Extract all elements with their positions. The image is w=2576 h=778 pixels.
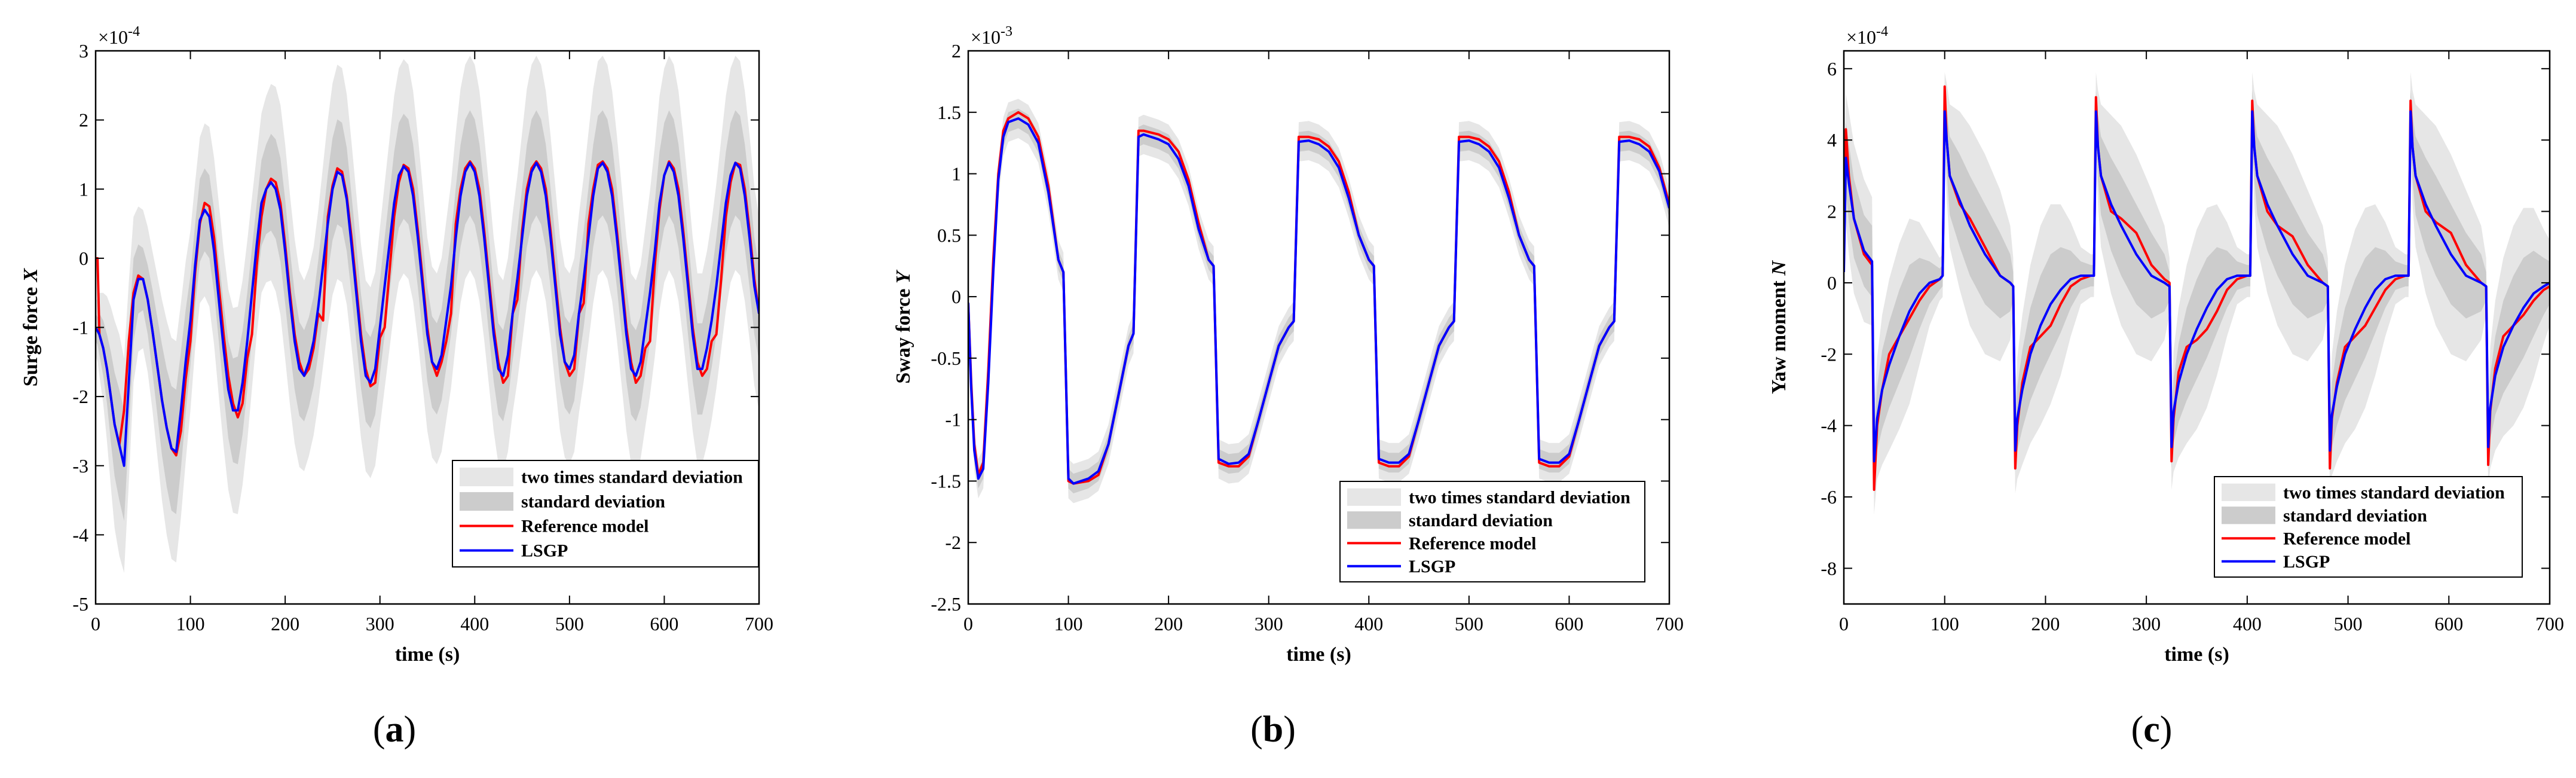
y-tick-label: -8 (1821, 557, 1837, 579)
x-tick-label: 500 (555, 613, 584, 634)
x-tick-label: 600 (650, 613, 678, 634)
x-tick-label: 0 (963, 613, 973, 634)
y-tick-label: 2 (952, 40, 961, 62)
plot-area (96, 56, 759, 573)
plot-area (968, 99, 1669, 504)
y-tick-label: 1 (952, 163, 961, 185)
legend-item-reference-label: Reference model (1409, 533, 1537, 553)
y-tick-label: -1 (72, 317, 88, 338)
y-tick-label: -0.5 (931, 347, 961, 369)
y-tick-label: -4 (72, 524, 88, 545)
legend: two times standard deviation standard dev… (1339, 481, 1645, 582)
one-sd-band (968, 108, 1669, 494)
legend-item-one-sd-swatch (2222, 507, 2275, 524)
legend-item-one-sd-label: standard deviation (1409, 511, 1553, 530)
x-tick-label: 500 (1455, 613, 1483, 634)
axes-box (1843, 50, 2551, 605)
x-tick-label: 300 (366, 613, 394, 634)
legend-item-one-sd-label: standard deviation (2283, 506, 2427, 526)
x-tick-label: 600 (2434, 613, 2463, 634)
legend-item-lsgp-label: LSGP (521, 541, 568, 561)
x-tick-label: 0 (1839, 613, 1849, 634)
x-tick-label: 300 (2132, 613, 2161, 634)
legend: two times standard deviation standard dev… (452, 460, 759, 568)
panel-caption: (c) (2131, 709, 2173, 750)
x-tick-label: 300 (1255, 613, 1283, 634)
two-sd-band (968, 99, 1669, 504)
panel-b: 0 100 200 300 400 500 600 700 -2.5 -2 -1.5 -1 -0.5 0 0… (892, 24, 1684, 750)
panel-caption: (b) (1250, 709, 1296, 750)
x-tick-label: 400 (460, 613, 489, 634)
y-tick-label: -5 (72, 593, 88, 615)
legend-item-one-sd-swatch (1347, 511, 1401, 529)
legend-item-two-sd-swatch (460, 467, 513, 487)
legend-item-two-sd-label: two times standard deviation (2283, 483, 2505, 502)
y-tick-label: -2 (1821, 343, 1837, 365)
y-tick-label: -2 (72, 386, 88, 407)
y-tick-label: -1 (945, 409, 961, 431)
axes-box (967, 50, 1671, 605)
x-tick-label: 100 (1054, 613, 1083, 634)
legend-item-lsgp-label: LSGP (2283, 552, 2330, 572)
x-tick-label: 700 (745, 613, 773, 634)
y-axis-label: Yaw moment N (1768, 260, 1790, 394)
y-tick-label: 0 (1827, 272, 1837, 294)
plot-area (1844, 72, 2550, 515)
panel-a: 0 100 200 300 400 500 600 700 -5 -4 -3 -2 -1 0 1 2 3 ×10-… (20, 24, 773, 750)
x-tick-label: 200 (271, 613, 299, 634)
y-tick-label: 0.5 (937, 224, 961, 246)
x-tick-label: 200 (2031, 613, 2060, 634)
y-tick-label: 1.5 (937, 102, 961, 123)
x-tick-label: 0 (91, 613, 100, 634)
y-tick-label: -2 (945, 532, 961, 553)
x-tick-label: 500 (2334, 613, 2363, 634)
legend-item-two-sd-label: two times standard deviation (521, 468, 743, 487)
axis-multiplier: ×10-4 (98, 24, 140, 48)
panel-caption: (a) (373, 709, 416, 750)
lsgp-line (1844, 110, 2550, 463)
legend-item-two-sd-swatch (1347, 488, 1401, 506)
legend-item-two-sd-label: two times standard deviation (1409, 487, 1630, 507)
x-tick-label: 600 (1555, 613, 1583, 634)
x-tick-label: 400 (1354, 613, 1383, 634)
y-tick-label: 3 (79, 40, 88, 62)
x-axis-label: time (s) (395, 643, 460, 666)
y-tick-label: 6 (1827, 58, 1837, 80)
y-tick-label: -3 (72, 455, 88, 477)
legend: two times standard deviation standard dev… (2214, 476, 2523, 578)
reference-model-line (968, 111, 1669, 485)
legend-item-one-sd-swatch (460, 492, 513, 511)
y-tick-label: 2 (1827, 201, 1837, 222)
x-tick-label: 100 (1931, 613, 1959, 634)
axis-multiplier: ×10-3 (971, 24, 1012, 48)
y-tick-label: -2.5 (931, 593, 961, 615)
y-tick-label: -1.5 (931, 470, 961, 492)
y-tick-label: 2 (79, 109, 88, 131)
y-tick-label: 0 (79, 248, 88, 269)
legend-item-lsgp-label: LSGP (1409, 557, 1455, 576)
y-tick-label: 1 (79, 178, 88, 200)
legend-item-two-sd-swatch (2222, 483, 2275, 501)
y-tick-label: -4 (1821, 415, 1837, 437)
y-axis-label: Surge force X (20, 267, 42, 386)
legend-item-one-sd-label: standard deviation (521, 492, 665, 512)
lsgp-line (96, 161, 759, 467)
x-tick-label: 100 (176, 613, 205, 634)
x-tick-label: 200 (1154, 613, 1183, 634)
legend-item-reference-label: Reference model (521, 517, 649, 536)
panel-c: 0 100 200 300 400 500 600 700 -8 -6 -4 -2 0 2 4 6 ×10-4 t… (1768, 24, 2564, 750)
x-tick-label: 700 (2535, 613, 2564, 634)
y-tick-label: 0 (952, 286, 961, 307)
x-axis-label: time (s) (1286, 643, 1351, 666)
x-tick-label: 400 (2233, 613, 2262, 634)
lsgp-line (968, 117, 1669, 485)
y-tick-label: 4 (1827, 129, 1837, 151)
y-axis-label: Sway force Y (892, 269, 914, 383)
y-tick-label: -6 (1821, 486, 1837, 508)
axis-multiplier: ×10-4 (1846, 24, 1888, 48)
legend-item-reference-label: Reference model (2283, 529, 2411, 548)
x-axis-label: time (s) (2164, 643, 2229, 666)
x-tick-label: 700 (1655, 613, 1684, 634)
